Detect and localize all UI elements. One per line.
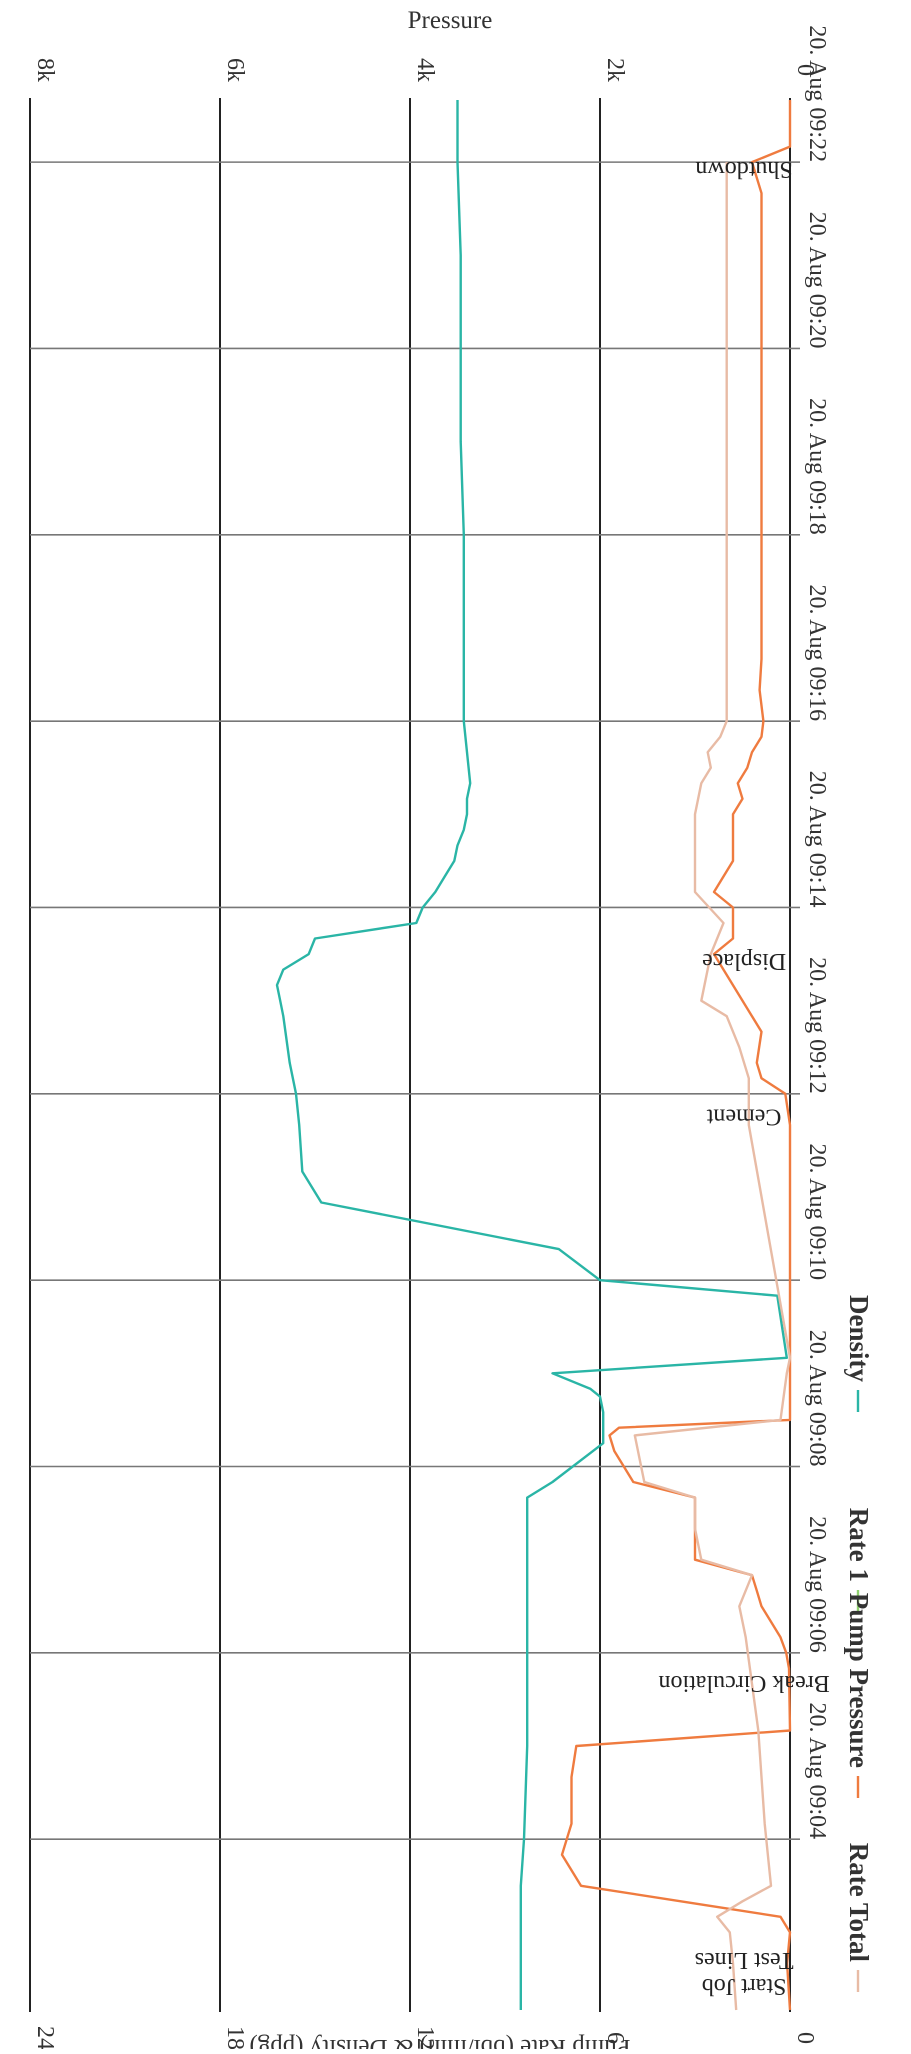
event-annotation-text: Cement: [706, 1103, 781, 1129]
event-annotation-text: Break Circulation: [658, 1670, 829, 1696]
rate-density-tick-label: 18: [222, 2026, 248, 2049]
time-tick-label: 20. Aug 09:10: [804, 1143, 830, 1280]
series-line-rate-total: [633, 162, 792, 2011]
pressure-tick-label: 2k: [602, 58, 628, 82]
rate-density-axis-title: Pump Rate (bbl/min) & Density (ppg): [249, 2034, 630, 2049]
rate-density-tick-label: 12: [412, 2026, 438, 2049]
legend-label: Pump Pressure: [844, 1593, 874, 1768]
series-layer: [275, 100, 792, 2011]
pressure-axis-title: Pressure: [408, 7, 493, 34]
time-tick-label: 20. Aug 09:12: [804, 957, 830, 1094]
pressure-tick-label: 0: [792, 64, 818, 76]
pressure-tick-label: 6k: [222, 58, 248, 82]
event-annotation-text: Shutdown: [695, 156, 792, 182]
series-line-pump-pressure: [560, 100, 792, 2011]
ticks-layer: 0 6 12 18 24 0 2k 4k 6k 8k 20. Aug 09:04 20. Aug 09…: [32, 25, 830, 2050]
rate-density-tick-label: 6: [602, 2032, 628, 2044]
time-tick-label: 20. Aug 09:14: [804, 771, 830, 908]
series-line-density: [275, 100, 788, 2010]
legend-label: Density: [844, 1295, 874, 1382]
gridlines: [29, 98, 800, 2012]
rate-density-tick-label: 24: [32, 2026, 58, 2049]
pressure-tick-label: 4k: [412, 58, 438, 82]
event-annotation: Cement: [706, 1103, 781, 1129]
time-tick-label: 20. Aug 09:08: [804, 1330, 830, 1467]
time-tick-label: 20. Aug 09:16: [804, 584, 830, 721]
event-annotation: Shutdown: [695, 156, 792, 182]
rate-density-tick-label: 0: [792, 2032, 818, 2044]
event-annotation-text: Start Job: [702, 1973, 787, 1999]
legend-layer: Density Rate 1 Pump Pressure Rate Total: [844, 1295, 874, 1992]
time-tick-label: 20. Aug 09:06: [804, 1516, 830, 1653]
time-tick-label: 20. Aug 09:22: [804, 25, 830, 162]
event-annotation-text: Displace: [702, 948, 786, 974]
time-tick-label: 20. Aug 09:04: [804, 1702, 830, 1839]
legend-label: Rate Total: [844, 1843, 874, 1963]
axis-titles-layer: Pump Rate (bbl/min) & Density (ppg) Press…: [249, 7, 630, 2054]
event-annotation: Displace: [702, 948, 786, 974]
pressure-tick-label: 8k: [32, 58, 58, 82]
event-annotation: Break Circulation: [658, 1670, 829, 1696]
time-tick-label: 20. Aug 09:18: [804, 398, 830, 535]
legend-label: Rate 1: [844, 1508, 874, 1582]
event-annotation-text: Test Lines: [695, 1947, 794, 1973]
time-tick-label: 20. Aug 09:20: [804, 212, 830, 349]
